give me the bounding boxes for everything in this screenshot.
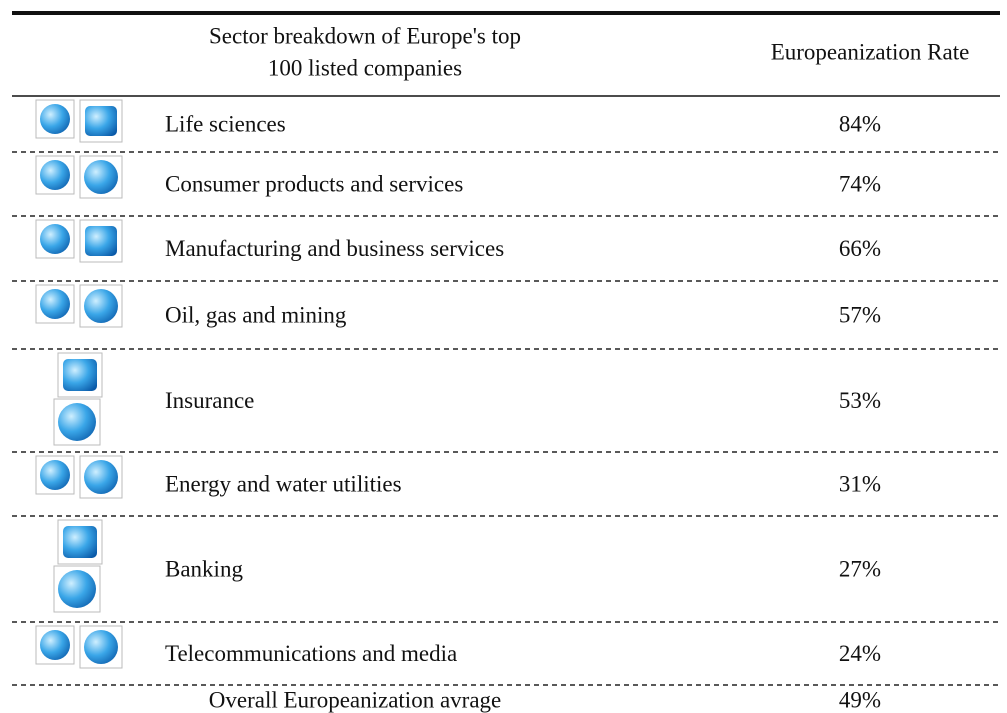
icon-frame: [57, 519, 103, 565]
rate: 27%: [839, 556, 881, 581]
icon-frame: [35, 99, 75, 139]
icon: [63, 526, 97, 558]
rate: 66%: [839, 236, 881, 261]
icon-frame: [79, 625, 123, 669]
icon: [40, 460, 70, 490]
rate: 74%: [839, 171, 881, 196]
rate: 31%: [839, 471, 881, 496]
footer-label: Overall Europeanization avrage: [209, 687, 501, 712]
icon: [84, 289, 118, 323]
header-cell: Europeanization Rate: [771, 39, 970, 64]
icon: [40, 224, 70, 254]
icon: [63, 359, 97, 391]
icon-frame: [35, 284, 75, 324]
icon-frame: [79, 284, 123, 328]
icon: [40, 630, 70, 660]
icon: [58, 570, 96, 608]
rate: 24%: [839, 641, 881, 666]
sector-label: Oil, gas and mining: [165, 302, 347, 327]
header-cell: 100 listed companies: [268, 55, 462, 80]
icon-frame: [57, 352, 103, 398]
icon: [84, 460, 118, 494]
icon: [40, 104, 70, 134]
header-cell: Sector breakdown of Europe's top: [209, 23, 521, 48]
icon-frame: [79, 155, 123, 199]
sector-label: Life sciences: [165, 111, 286, 136]
icon-frame: [79, 219, 123, 263]
rate: 84%: [839, 111, 881, 136]
sector-label: Insurance: [165, 388, 254, 413]
sector-label: Banking: [165, 556, 243, 581]
footer-rate: 49%: [839, 687, 881, 712]
icon-frame: [35, 219, 75, 259]
icon-frame: [53, 565, 101, 613]
icon: [85, 226, 117, 256]
icon-frame: [35, 155, 75, 195]
icon: [85, 106, 117, 136]
icon: [40, 160, 70, 190]
icon: [58, 403, 96, 441]
icon-frame: [35, 625, 75, 665]
icon: [40, 289, 70, 319]
sector-label: Manufacturing and business services: [165, 236, 504, 261]
icon-frame: [79, 99, 123, 143]
icon-frame: [79, 455, 123, 499]
icon: [84, 630, 118, 664]
sector-label: Energy and water utilities: [165, 471, 402, 496]
sector-label: Consumer products and services: [165, 171, 463, 196]
icon-frame: [35, 455, 75, 495]
rate: 53%: [839, 388, 881, 413]
icon: [84, 160, 118, 194]
rate: 57%: [839, 302, 881, 327]
sector-label: Telecommunications and media: [165, 641, 457, 666]
icon-frame: [53, 398, 101, 446]
